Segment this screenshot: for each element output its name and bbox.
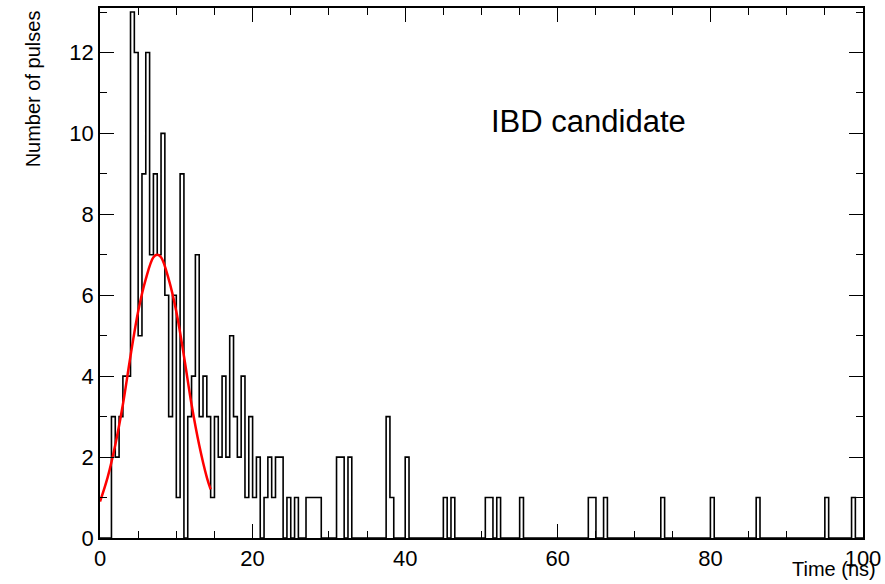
svg-text:Number of pulses: Number of pulses [22,11,44,168]
svg-text:10: 10 [69,121,93,146]
svg-text:100: 100 [845,546,882,571]
svg-text:Time (ns): Time (ns) [792,558,876,580]
svg-text:2: 2 [82,445,94,470]
svg-text:6: 6 [82,283,94,308]
svg-text:12: 12 [69,40,93,65]
svg-text:0: 0 [94,546,106,571]
svg-text:20: 20 [240,546,264,571]
svg-text:IBD candidate: IBD candidate [491,104,686,139]
svg-text:0: 0 [82,526,94,551]
svg-text:80: 80 [698,546,722,571]
svg-text:8: 8 [82,202,94,227]
svg-text:60: 60 [546,546,570,571]
svg-text:40: 40 [393,546,417,571]
svg-text:4: 4 [82,364,94,389]
